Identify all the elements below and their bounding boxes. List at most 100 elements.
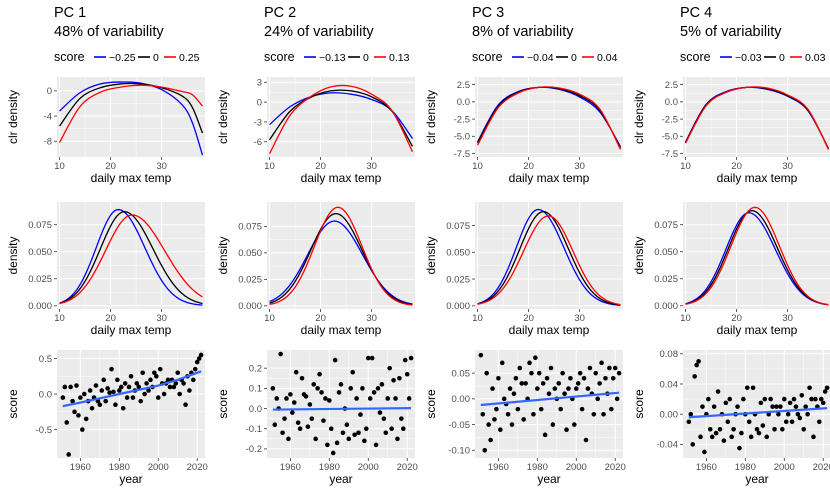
data-point <box>105 386 110 391</box>
data-point <box>548 365 554 371</box>
legend: score −0.13 0 0.13 <box>264 50 410 64</box>
data-point <box>377 410 383 415</box>
data-point <box>311 382 317 387</box>
data-point <box>785 411 791 417</box>
x-tick-label: 30 <box>574 313 585 324</box>
data-point <box>789 419 795 425</box>
data-point <box>157 366 163 372</box>
data-layer <box>59 208 203 306</box>
data-point <box>748 434 754 440</box>
x-tick-label: 30 <box>156 161 167 172</box>
y-tick-label: 0 <box>257 97 262 108</box>
density-line <box>685 212 829 306</box>
density-line <box>477 210 621 306</box>
data-point <box>774 404 779 409</box>
data-point <box>118 384 124 390</box>
data-point <box>706 396 711 402</box>
data-point <box>198 352 204 358</box>
data-point <box>813 396 818 402</box>
y-axis-label: score <box>216 389 230 419</box>
data-point <box>404 371 410 377</box>
x-axis-label: year <box>537 472 560 486</box>
data-point <box>126 384 132 390</box>
x-axis-label: daily max temp <box>717 171 798 185</box>
legend-title: score <box>54 50 85 64</box>
data-point <box>290 410 295 415</box>
data-point <box>820 400 826 406</box>
series-line <box>684 86 830 150</box>
x-tick-label: 20 <box>105 161 116 172</box>
data-point <box>401 426 406 432</box>
series-line <box>268 84 414 154</box>
data-point <box>334 440 340 446</box>
chart-panel: 10 20 30 0.000 0.025 0.050 0.075 daily max temp… <box>6 202 205 337</box>
data-point <box>511 391 517 397</box>
panel-pc-title: PC 4 <box>680 5 712 21</box>
data-point <box>354 396 359 401</box>
data-layer <box>269 206 413 306</box>
data-point <box>399 416 404 421</box>
x-tick-label: 10 <box>54 313 65 324</box>
data-point <box>408 355 414 361</box>
data-point <box>177 391 182 397</box>
data-layer <box>268 84 414 154</box>
x-tick-label: 30 <box>782 161 793 172</box>
panel-variability-title: 24% of variability <box>264 24 374 40</box>
x-tick-label: 1960 <box>488 462 509 473</box>
data-point <box>519 381 525 386</box>
data-point <box>154 373 159 379</box>
data-point <box>68 384 73 390</box>
density-line <box>269 220 413 305</box>
data-point <box>140 370 145 376</box>
x-tick-label: 1980 <box>527 462 548 473</box>
x-tick-label: 10 <box>54 161 65 172</box>
data-point <box>707 427 713 432</box>
data-point <box>128 373 134 379</box>
y-tick-label: 0.000 <box>238 301 262 312</box>
data-point <box>362 438 367 444</box>
chart-panel: 1960 1980 2000 2020 0.5 0.0 -0.5 year score <box>6 350 208 486</box>
data-point <box>505 411 511 417</box>
y-axis-label: score <box>6 389 20 419</box>
y-axis-label: clr density <box>6 90 20 144</box>
data-point <box>607 365 612 371</box>
x-tick-label: 20 <box>105 313 116 324</box>
data-point <box>723 400 729 406</box>
data-point <box>778 404 783 409</box>
y-tick-label: 0 <box>47 86 52 97</box>
data-point <box>783 419 789 425</box>
data-point <box>593 370 599 376</box>
gridlines <box>475 350 623 458</box>
data-point <box>288 392 293 397</box>
data-point <box>544 375 550 381</box>
data-point <box>282 416 287 421</box>
data-point <box>688 411 694 417</box>
data-point <box>515 406 521 412</box>
data-point <box>313 436 318 442</box>
legend-label: 0 <box>363 52 369 64</box>
legend-title: score <box>680 50 711 64</box>
data-point <box>303 394 309 399</box>
plot-background <box>57 77 205 157</box>
y-tick-label: -0.10 <box>448 446 470 457</box>
data-point <box>165 377 171 383</box>
gridlines <box>57 202 205 309</box>
data-point <box>323 396 328 401</box>
data-point <box>379 382 385 387</box>
y-axis-label: score <box>424 389 438 419</box>
y-axis-label: clr density <box>632 90 646 144</box>
x-tick-label: 30 <box>156 313 167 324</box>
data-point <box>558 406 563 412</box>
data-point <box>488 437 493 443</box>
data-point <box>527 360 532 366</box>
density-line <box>59 211 203 305</box>
data-point <box>729 434 734 440</box>
data-point <box>805 411 810 417</box>
y-tick-label: -7.5 <box>454 149 470 160</box>
data-point <box>181 381 186 386</box>
data-point <box>187 388 192 393</box>
data-point <box>700 404 705 409</box>
data-point <box>556 381 562 386</box>
data-point <box>89 405 95 411</box>
data-point <box>161 391 167 397</box>
